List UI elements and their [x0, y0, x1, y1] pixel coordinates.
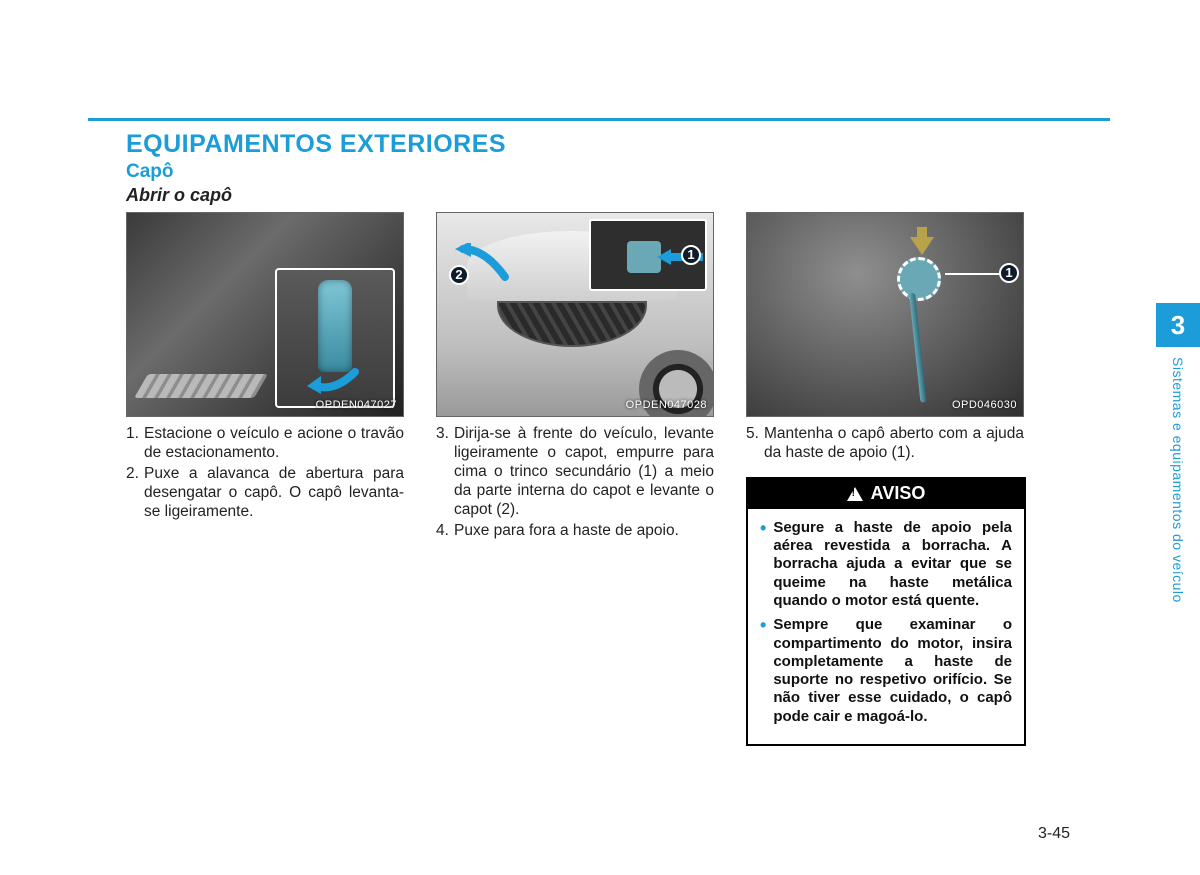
- figure-2: 1 2 OPDEN047028: [436, 212, 714, 417]
- column-1: OPDEN047027 1.Estacione o veículo e acio…: [126, 212, 404, 746]
- warning-body: Segure a haste de apoio pela aérea reves…: [748, 509, 1024, 744]
- leader-line-icon: [945, 271, 1005, 277]
- list-item: 1.Estacione o veículo e acione o travão …: [126, 425, 404, 463]
- figure-1-code: OPDEN047027: [316, 399, 397, 412]
- warning-title: AVISO: [871, 483, 926, 505]
- warning-triangle-icon: [847, 487, 863, 501]
- chapter-label: Sistemas e equipamentos do veículo: [1170, 357, 1186, 603]
- list-item: 3.Dirija-se à frente do veículo, levante…: [436, 425, 714, 520]
- top-rule: [88, 118, 1110, 121]
- steps-col3: 5.Mantenha o capô aberto com a ajuda da …: [746, 425, 1024, 463]
- list-item: Sempre que examinar o compartimento do m…: [760, 616, 1012, 726]
- warning-box: AVISO Segure a haste de apoio pela aérea…: [746, 477, 1026, 746]
- list-item: Segure a haste de apoio pela aérea reves…: [760, 519, 1012, 610]
- column-3: 1 OPD046030 5.Mantenha o capô aberto com…: [746, 212, 1024, 746]
- figure-3-code: OPD046030: [952, 399, 1017, 412]
- column-2: 1 2 OPDEN047028 3.Dirija-se à frente do …: [436, 212, 714, 746]
- chapter-tab: 3 Sistemas e equipamentos do veículo: [1156, 303, 1200, 603]
- subsection-title: Capô: [126, 161, 1016, 183]
- figure-2-inset: 1: [589, 219, 707, 291]
- list-item: 4.Puxe para fora a haste de apoio.: [436, 522, 714, 541]
- page-content: EQUIPAMENTOS EXTERIORES Capô Abrir o cap…: [126, 130, 1016, 746]
- callout-badge: 2: [449, 265, 469, 285]
- steps-col1: 1.Estacione o veículo e acione o travão …: [126, 425, 404, 522]
- steps-col2: 3.Dirija-se à frente do veículo, levante…: [436, 425, 714, 540]
- prop-rod-icon: [909, 293, 926, 403]
- figure-1: OPDEN047027: [126, 212, 404, 417]
- warning-header: AVISO: [748, 479, 1024, 509]
- subsubsection-title: Abrir o capô: [126, 185, 1016, 206]
- arrow-icon: [305, 368, 365, 396]
- section-title: EQUIPAMENTOS EXTERIORES: [126, 130, 1016, 159]
- figure-3: 1 OPD046030: [746, 212, 1024, 417]
- callout-badge: 1: [681, 245, 701, 265]
- hood-latch-icon: [627, 241, 661, 273]
- hood-release-lever-icon: [318, 280, 352, 372]
- chapter-number-badge: 3: [1156, 303, 1200, 347]
- figure-1-inset: [275, 268, 395, 408]
- list-item: 5.Mantenha o capô aberto com a ajuda da …: [746, 425, 1024, 463]
- content-columns: OPDEN047027 1.Estacione o veículo e acio…: [126, 212, 1016, 746]
- page-number: 3-45: [1038, 825, 1070, 843]
- figure-2-code: OPDEN047028: [626, 399, 707, 412]
- prop-rod-slot-icon: [897, 257, 941, 301]
- arrow-down-icon: [910, 227, 934, 255]
- list-item: 2.Puxe a alavanca de abertura para desen…: [126, 465, 404, 522]
- callout-badge: 1: [999, 263, 1019, 283]
